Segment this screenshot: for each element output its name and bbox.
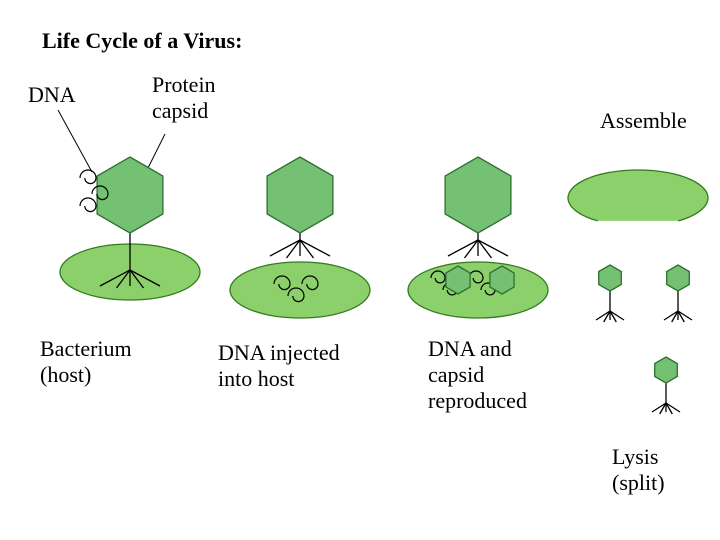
label-assemble: Assemble [600, 108, 687, 134]
diagram-title: Life Cycle of a Virus: [42, 28, 242, 54]
label-bacterium-host: Bacterium (host) [40, 336, 132, 388]
label-dna-capsid-reproduced: DNA and capsid reproduced [428, 336, 527, 414]
label-dna: DNA [28, 82, 76, 108]
label-dna-injected: DNA injected into host [218, 340, 340, 392]
label-protein-capsid: Protein capsid [152, 72, 216, 124]
label-lysis: Lysis (split) [612, 444, 665, 496]
